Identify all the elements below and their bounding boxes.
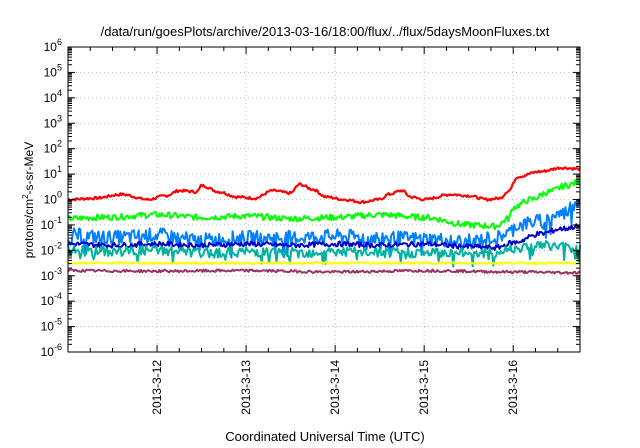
chart-title: /data/run/goesPlots/archive/2013-03-16/1…	[101, 24, 550, 39]
y-tick-label: 100	[44, 190, 62, 207]
series-line-6	[67, 261, 581, 266]
y-tick-label: 10-1	[41, 215, 62, 232]
axis-ticks: 10-6 10-5 10-4 10-3 10-2 10-1 100 101 102 103 104 1…	[41, 37, 580, 415]
x-tick-label: 2013-3-15	[417, 360, 431, 415]
plot-frame	[67, 46, 581, 353]
series-line-1	[67, 166, 581, 205]
x-tick-label: 2013-3-13	[239, 360, 253, 415]
series-line-5	[67, 240, 581, 268]
y-axis-label-rest: -s-sr-MeV	[22, 142, 36, 195]
y-tick-label: 101	[44, 164, 62, 181]
series-line-3	[67, 198, 581, 259]
y-tick-label: 104	[44, 88, 62, 105]
y-axis-label-sup: 2	[21, 194, 30, 199]
y-tick-label: 10-6	[41, 342, 62, 359]
y-tick-label: 10-2	[41, 240, 62, 257]
y-tick-label: 102	[44, 139, 62, 156]
series-line-2	[67, 178, 581, 231]
y-axis-label: protons/cm2-s-sr-MeV	[21, 142, 36, 258]
x-tick-label: 2013-3-12	[150, 360, 164, 415]
x-tick-label: 2013-3-16	[506, 360, 520, 415]
y-tick-label: 10-3	[41, 266, 62, 283]
x-axis-label: Coordinated Universal Time (UTC)	[225, 429, 424, 444]
y-tick-label: 106	[44, 37, 62, 54]
x-tick-label: 2013-3-14	[328, 360, 342, 415]
y-tick-label: 10-4	[41, 291, 62, 308]
y-tick-label: 105	[44, 62, 62, 79]
y-axis-label-base: protons/cm	[22, 199, 36, 258]
series-line-7	[67, 268, 581, 275]
y-tick-label: 10-5	[41, 317, 62, 334]
series-layer	[67, 166, 581, 275]
y-tick-label: 103	[44, 113, 62, 130]
